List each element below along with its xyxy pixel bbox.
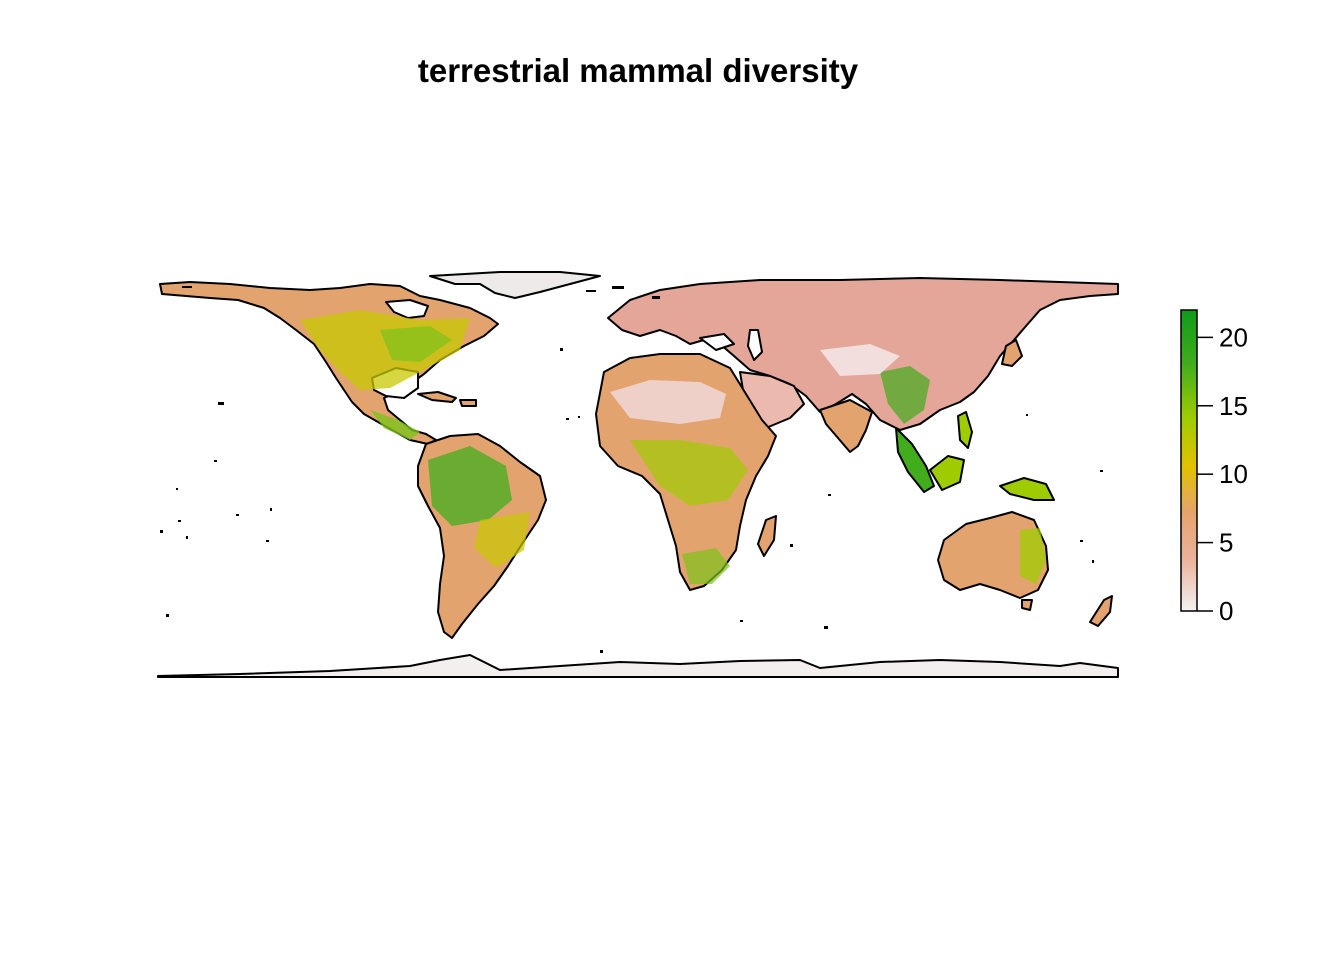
colorbar-ticks: 0 5 10 15 20 — [1197, 322, 1248, 626]
landmass-new-guinea — [999, 477, 1055, 501]
landmass-borneo — [929, 455, 965, 491]
colorbar-gradient — [1180, 309, 1198, 612]
landmass-tasmania — [1021, 599, 1033, 611]
hotspot-east-australia — [1020, 528, 1046, 584]
colorbar-tick-label: 5 — [1219, 528, 1233, 558]
caspian-sea — [747, 329, 763, 361]
legend-colorbar: 0 5 10 15 20 — [1180, 309, 1248, 626]
hotspot-amazon — [428, 446, 512, 526]
landmass-india — [819, 399, 873, 453]
pacific-islands — [160, 286, 1103, 653]
colorbar-tick-label: 0 — [1219, 596, 1233, 626]
hotspot-se-asia — [880, 366, 930, 424]
landmass-cuba — [417, 391, 457, 403]
hotspot-east-us — [380, 326, 452, 362]
hotspot-sahara — [610, 380, 726, 424]
landmass-antarctica — [157, 654, 1119, 678]
hotspot-central-america — [370, 410, 420, 440]
landmass-north-america — [159, 281, 499, 445]
hudson-bay — [385, 299, 429, 319]
hotspot-north-america — [300, 310, 470, 390]
colorbar-tick-label: 10 — [1219, 459, 1248, 489]
landmass-sumatra — [895, 427, 935, 493]
black-sea — [699, 333, 735, 351]
hotspot-south-africa — [682, 548, 730, 584]
landmass-greenland — [429, 271, 601, 299]
landmass-madagascar — [757, 515, 777, 557]
landmass-philippines — [957, 411, 973, 449]
landmass-hispaniola — [459, 399, 477, 407]
colorbar-tick-label: 20 — [1219, 322, 1248, 352]
colorbar-tick-label: 15 — [1219, 391, 1248, 421]
hotspot-south-brazil — [474, 512, 530, 568]
page-title: terrestrial mammal diversity — [417, 52, 859, 89]
landmass-japan — [1001, 339, 1023, 367]
hotspot-central-africa — [630, 440, 748, 506]
hotspot-tibet — [820, 344, 900, 376]
world-map — [157, 271, 1119, 678]
landmass-new-zealand — [1089, 595, 1113, 627]
